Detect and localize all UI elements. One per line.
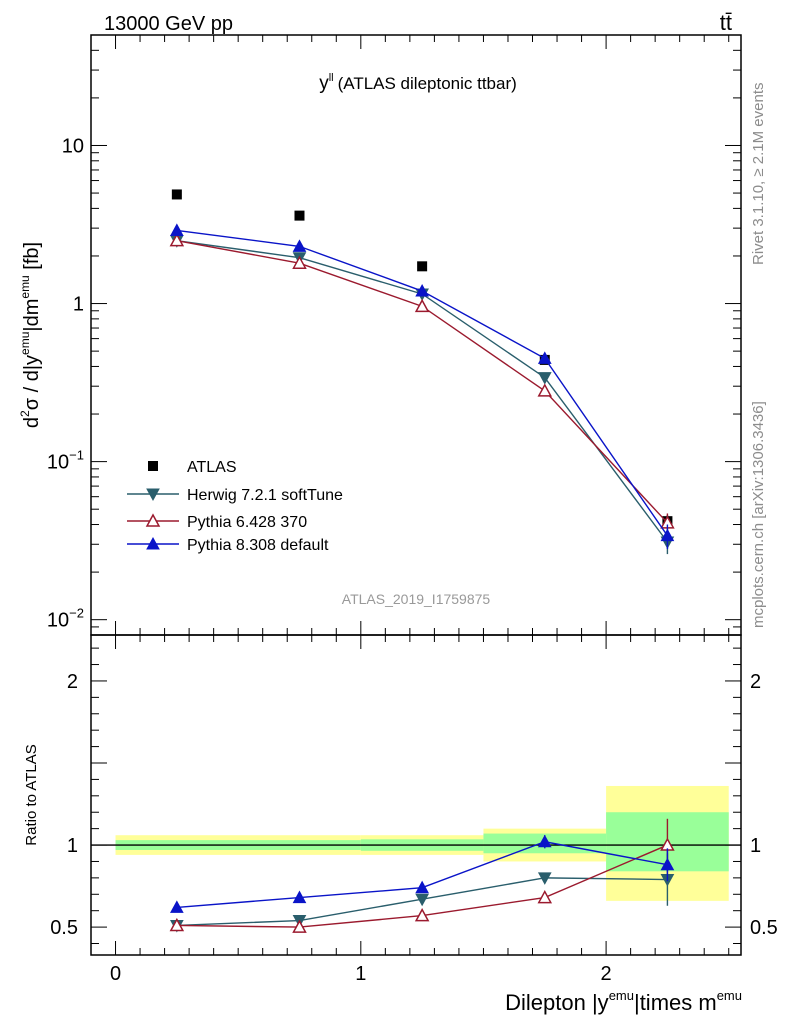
- series-line-pythia6: [176, 239, 668, 524]
- data-point-pythia6: [292, 255, 307, 269]
- ratio-point-pythia8: [660, 857, 675, 871]
- data-point-pythia8: [537, 351, 552, 364]
- ratio-point-herwig: [537, 872, 552, 885]
- data-point-pythia6: [537, 383, 553, 397]
- xlabel-main: Dilepton |y: [505, 990, 609, 1015]
- xlabel-sup1: emu: [609, 988, 634, 1003]
- title-sup: ll: [329, 72, 334, 84]
- data-point-atlas: [171, 189, 182, 200]
- x-axis-label: Dilepton |yemu|times memu: [505, 988, 742, 1015]
- ratio-point-pythia6: [169, 917, 185, 932]
- ratio-y-tick-label-right: 1: [750, 835, 761, 857]
- data-point-pythia6: [169, 233, 185, 247]
- legend-marker-atlas: [148, 461, 158, 471]
- y-tick-label: 1: [73, 294, 84, 316]
- panel-title: yll (ATLAS dileptonic ttbar): [319, 72, 517, 94]
- analysis-watermark: ATLAS_2019_I1759875: [342, 591, 491, 607]
- xlabel-sup2: emu: [717, 988, 742, 1003]
- y-tick-label: 10−2: [47, 606, 84, 632]
- legend-label-atlas: ATLAS: [187, 459, 237, 476]
- data-point-atlas: [294, 210, 305, 221]
- legend-marker-pythia8: [146, 536, 160, 550]
- lower-panel-frame: [90, 634, 742, 956]
- data-point-pythia8: [415, 283, 429, 297]
- legend: ATLAS Herwig 7.2.1 softTune Pythia 6.428…: [187, 459, 343, 554]
- data-point-pythia6: [414, 298, 430, 313]
- plot-layer: 0 1 2 10 1 10−1 10−2 0.5 0.5 1 1 2 2: [47, 34, 778, 985]
- ratio-point-pythia6: [414, 908, 430, 922]
- ratio-y-tick-label-right: 0.5: [750, 917, 778, 939]
- upper-y-axis-label: d2σ / d|yemu|dmemu [fb]: [18, 242, 43, 428]
- ratio-point-pythia6: [292, 919, 307, 933]
- title-rest: (ATLAS dileptonic ttbar): [338, 74, 517, 93]
- process-label: tt̄: [720, 10, 732, 35]
- data-point-pythia8: [170, 223, 184, 236]
- x-tick-label: 2: [601, 963, 612, 985]
- title-main: y: [319, 73, 329, 94]
- ratio-y-tick-label: 1: [67, 835, 78, 857]
- legend-label-pythia8: Pythia 8.308 default: [187, 537, 329, 554]
- x-tick-label: 0: [110, 963, 121, 985]
- data-point-atlas: [417, 261, 428, 272]
- x-tick-label: 1: [355, 963, 366, 985]
- legend-marker-herwig: [146, 488, 160, 502]
- data-point-herwig: [537, 372, 552, 385]
- ratio-y-tick-label-right: 2: [750, 671, 761, 693]
- energy-label: 13000 GeV pp: [104, 13, 233, 35]
- data-point-pythia8: [292, 239, 307, 252]
- lower-y-axis-label: Ratio to ATLAS: [23, 744, 40, 845]
- y-tick-label: 10−1: [47, 448, 84, 474]
- xlabel-mid: |times m: [634, 990, 717, 1015]
- legend-marker-pythia6: [145, 513, 161, 527]
- ratio-point-pythia8: [292, 890, 307, 904]
- rivet-label: Rivet 3.1.10, ≥ 2.1M events: [750, 83, 767, 266]
- ratio-y-tick-label: 2: [67, 671, 78, 693]
- legend-label-herwig: Herwig 7.2.1 softTune: [187, 487, 343, 504]
- legend-label-pythia6: Pythia 6.428 370: [187, 514, 307, 531]
- data-point-pythia8: [660, 528, 675, 542]
- ratio-point-pythia6: [537, 889, 553, 904]
- ratio-point-pythia8: [170, 900, 184, 913]
- ratio-y-tick-label: 0.5: [50, 917, 78, 939]
- ratio-point-herwig: [415, 893, 429, 907]
- y-tick-label: 10: [62, 135, 84, 157]
- ratio-point-pythia8: [537, 834, 552, 848]
- ratio-point-pythia8: [415, 880, 429, 894]
- source-label: mcplots.cern.ch [arXiv:1306.3436]: [750, 401, 767, 628]
